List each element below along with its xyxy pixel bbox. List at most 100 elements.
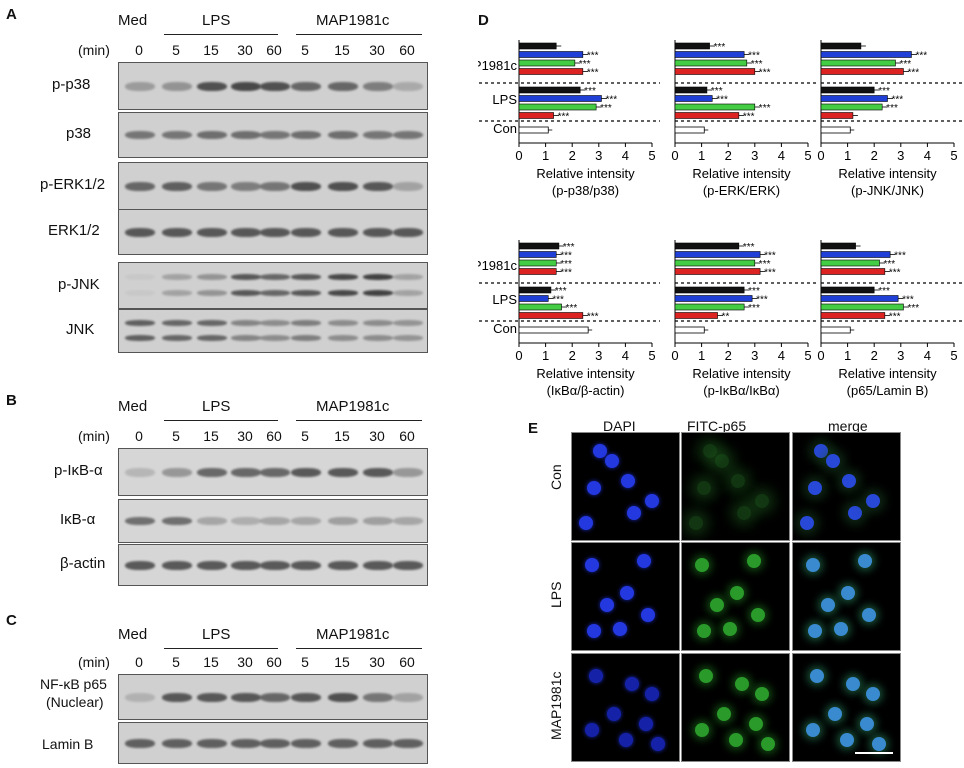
bar — [820, 51, 912, 58]
blot-label: p38 — [66, 125, 92, 142]
bar — [820, 242, 856, 250]
blot-band — [197, 131, 227, 139]
blot-band — [162, 334, 192, 341]
significance-label: *** — [748, 286, 760, 297]
panel-letter-d: D — [478, 12, 489, 29]
min-label: (min) — [78, 42, 110, 58]
cell — [806, 723, 820, 737]
blot-band — [363, 274, 393, 281]
significance-label: *** — [748, 303, 760, 314]
bar — [820, 259, 880, 267]
blot-strip — [118, 448, 428, 496]
cell — [723, 622, 737, 636]
bar — [674, 295, 753, 302]
cell — [620, 586, 634, 600]
x-axis-label-2: (IκBα/β-actin) — [547, 383, 625, 398]
time-label: 0 — [135, 428, 143, 444]
significance-label: *** — [894, 251, 906, 262]
blot-band — [291, 320, 321, 327]
cell — [848, 506, 862, 520]
cell — [866, 494, 880, 508]
time-label: 60 — [266, 654, 282, 670]
cell — [814, 444, 828, 458]
significance-label: *** — [587, 68, 599, 79]
cell — [627, 506, 641, 520]
x-tick-label: 5 — [804, 148, 811, 163]
x-tick-label: 3 — [751, 148, 758, 163]
blot-band — [291, 131, 321, 139]
x-tick-label: 1 — [542, 348, 549, 363]
cell — [625, 677, 639, 691]
blot-band — [162, 467, 192, 477]
x-tick-label: 3 — [595, 348, 602, 363]
bar — [674, 312, 718, 319]
bar — [518, 326, 589, 334]
x-tick-label: 0 — [515, 348, 522, 363]
x-tick-label: 5 — [950, 348, 957, 363]
blot-band — [231, 320, 261, 327]
blot-band — [197, 334, 227, 341]
lps-group-line-c — [164, 648, 278, 649]
x-tick-label: 1 — [542, 148, 549, 163]
blot-band — [260, 517, 290, 525]
blot-label: p-IκB-α — [54, 462, 103, 479]
cell — [587, 481, 601, 495]
blot-label-laminb: Lamin B — [42, 736, 94, 752]
blot-band — [291, 517, 321, 525]
significance-label: *** — [756, 295, 768, 306]
blot-band — [363, 517, 393, 525]
blot-band — [328, 289, 358, 296]
time-label: 15 — [203, 42, 219, 58]
cell — [872, 737, 886, 751]
panel-letter-a: A — [6, 6, 17, 23]
blot-band — [328, 274, 358, 281]
blot-band — [393, 467, 423, 477]
row-label-con: Con — [548, 464, 564, 490]
lps-group-line-b — [164, 420, 278, 421]
blot-band — [328, 227, 358, 237]
bar — [820, 326, 851, 334]
bar — [518, 295, 549, 302]
x-tick-label: 3 — [751, 348, 758, 363]
bar — [518, 126, 549, 134]
blot-band — [393, 227, 423, 237]
significance-label: *** — [600, 103, 612, 114]
significance-label: *** — [899, 59, 911, 70]
group-lps-c: LPS — [202, 626, 231, 643]
map-group-line-c — [296, 648, 422, 649]
cell — [810, 669, 824, 683]
significance-label: *** — [566, 303, 578, 314]
x-axis-label: Relative intensity — [692, 166, 791, 181]
significance-label: *** — [907, 68, 919, 79]
blot-band — [260, 467, 290, 477]
blot-strip — [118, 112, 428, 158]
blot-band — [197, 227, 227, 237]
significance-label: *** — [743, 242, 755, 253]
significance-label: *** — [563, 242, 575, 253]
blot-band — [125, 131, 155, 139]
significance-label: *** — [878, 86, 890, 97]
microscopy-tile — [571, 653, 680, 762]
significance-label: *** — [714, 42, 726, 53]
bar — [674, 268, 761, 275]
blot-band — [393, 131, 423, 139]
time-label: 60 — [399, 428, 415, 444]
blot-band — [363, 692, 393, 702]
blot-band — [125, 320, 155, 327]
significance-label: *** — [579, 59, 591, 70]
blot-band — [260, 274, 290, 281]
blot-label: IκB-α — [60, 511, 96, 528]
bar — [820, 126, 851, 134]
category-label: Con — [493, 121, 517, 136]
blot-band — [291, 560, 321, 570]
blot-band — [393, 560, 423, 570]
x-tick-label: 0 — [817, 148, 824, 163]
blot-band — [291, 274, 321, 281]
blot-band — [328, 467, 358, 477]
time-label: 15 — [203, 428, 219, 444]
significance-label: ** — [722, 312, 730, 323]
blot-band — [162, 181, 192, 191]
x-tick-label: 2 — [569, 148, 576, 163]
significance-label: *** — [759, 68, 771, 79]
time-label: 60 — [399, 42, 415, 58]
